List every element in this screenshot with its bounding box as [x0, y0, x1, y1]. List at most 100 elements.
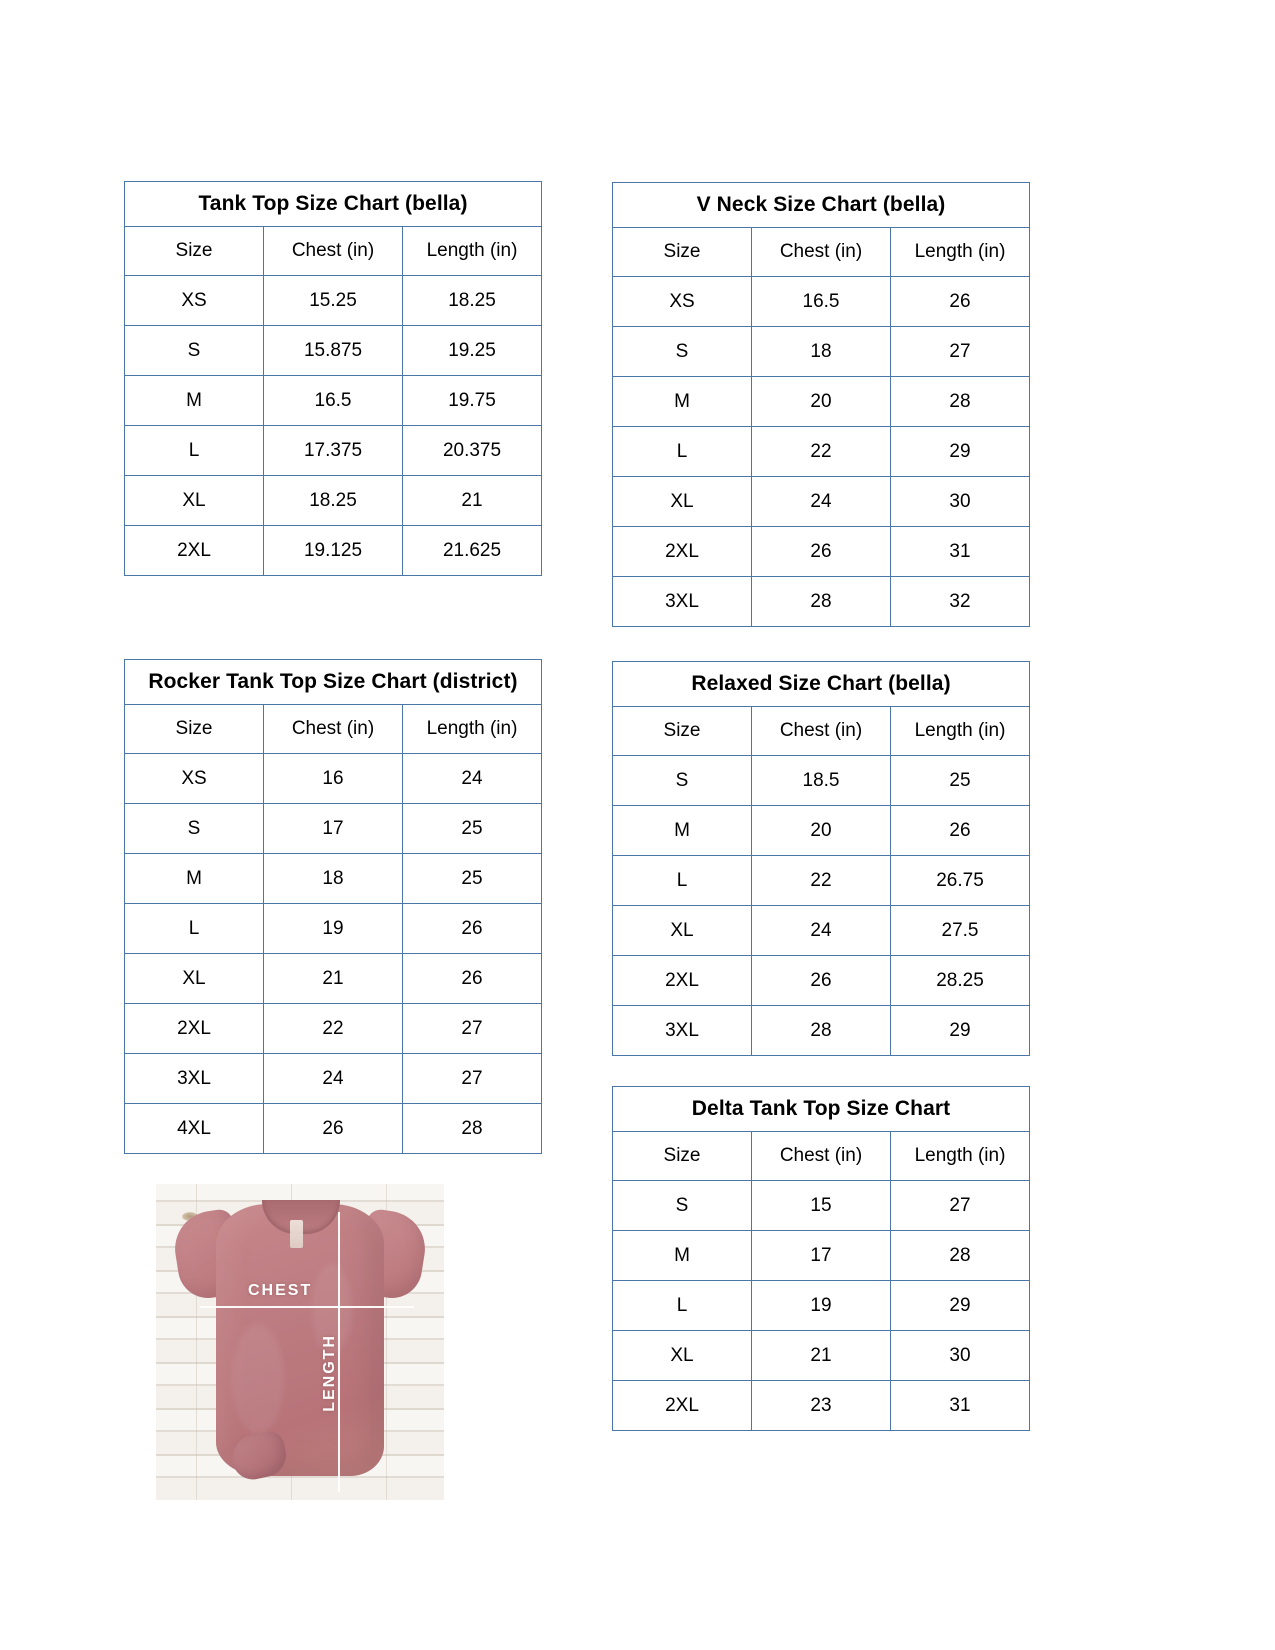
- cell-length: 32: [890, 576, 1030, 627]
- table-title-row: Rocker Tank Top Size Chart (district): [124, 659, 542, 705]
- cell-size: XL: [612, 905, 752, 956]
- cell-chest: 22: [751, 855, 891, 906]
- cell-size: S: [612, 326, 752, 377]
- table-row: L 22 29: [612, 426, 1030, 477]
- cell-chest: 16.5: [751, 276, 891, 327]
- cell-chest: 16.5: [263, 375, 403, 426]
- column-header-length: Length (in): [402, 226, 542, 276]
- table-title-row: Delta Tank Top Size Chart: [612, 1086, 1030, 1132]
- cell-size: 4XL: [124, 1103, 264, 1154]
- table-row: XL 21 30: [612, 1330, 1030, 1381]
- column-header-chest: Chest (in): [263, 226, 403, 276]
- table-row: S 15 27: [612, 1180, 1030, 1231]
- cell-length: 26.75: [890, 855, 1030, 906]
- cell-chest: 16: [263, 753, 403, 804]
- column-header-chest: Chest (in): [751, 706, 891, 756]
- cell-size: M: [124, 375, 264, 426]
- cell-chest: 15.25: [263, 275, 403, 326]
- cell-size: XL: [124, 953, 264, 1004]
- column-header-size: Size: [612, 1131, 752, 1181]
- cell-length: 31: [890, 526, 1030, 577]
- table-row: M 18 25: [124, 853, 542, 904]
- tshirt-graphic: [169, 1198, 431, 1494]
- table-row: M 20 28: [612, 376, 1030, 427]
- table-title: Tank Top Size Chart (bella): [124, 181, 542, 227]
- column-header-chest: Chest (in): [263, 704, 403, 754]
- table-row: S 17 25: [124, 803, 542, 854]
- cell-length: 25: [402, 803, 542, 854]
- cell-chest: 18: [263, 853, 403, 904]
- cell-size: XS: [612, 276, 752, 327]
- table-row: M 17 28: [612, 1230, 1030, 1281]
- cell-length: 28: [890, 376, 1030, 427]
- table-row: XL 18.25 21: [124, 475, 542, 526]
- length-measurement-line: [338, 1212, 340, 1492]
- cell-chest: 15.875: [263, 325, 403, 376]
- cell-size: 2XL: [124, 1003, 264, 1054]
- cell-length: 25: [402, 853, 542, 904]
- table-row: 3XL 28 32: [612, 576, 1030, 627]
- cell-size: M: [612, 805, 752, 856]
- table-row: XS 15.25 18.25: [124, 275, 542, 326]
- cell-chest: 21: [263, 953, 403, 1004]
- cell-length: 27: [402, 1003, 542, 1054]
- table-row: 2XL 22 27: [124, 1003, 542, 1054]
- cell-size: 3XL: [612, 576, 752, 627]
- cell-length: 27.5: [890, 905, 1030, 956]
- table-row: M 16.5 19.75: [124, 375, 542, 426]
- table-row: L 22 26.75: [612, 855, 1030, 906]
- table-row: L 17.375 20.375: [124, 425, 542, 476]
- cell-length: 21: [402, 475, 542, 526]
- table-header-row: Size Chest (in) Length (in): [124, 226, 542, 276]
- table-row: 2XL 23 31: [612, 1380, 1030, 1431]
- cell-chest: 26: [263, 1103, 403, 1154]
- size-chart-table-tanktop: Tank Top Size Chart (bella) Size Chest (…: [124, 181, 542, 576]
- table-row: XS 16 24: [124, 753, 542, 804]
- table-row: 2XL 19.125 21.625: [124, 525, 542, 576]
- table-row: 3XL 24 27: [124, 1053, 542, 1104]
- column-header-length: Length (in): [402, 704, 542, 754]
- cell-chest: 19.125: [263, 525, 403, 576]
- cell-length: 26: [402, 903, 542, 954]
- size-chart-table-relaxed: Relaxed Size Chart (bella) Size Chest (i…: [612, 661, 1030, 1056]
- cell-chest: 28: [751, 576, 891, 627]
- cell-chest: 17: [263, 803, 403, 854]
- table-row: L 19 26: [124, 903, 542, 954]
- chest-measurement-line: [200, 1306, 414, 1308]
- cell-length: 25: [890, 755, 1030, 806]
- cell-chest: 26: [751, 526, 891, 577]
- size-chart-table-rocker: Rocker Tank Top Size Chart (district) Si…: [124, 659, 542, 1154]
- size-chart-table-delta: Delta Tank Top Size Chart Size Chest (in…: [612, 1086, 1030, 1431]
- cell-length: 27: [890, 326, 1030, 377]
- cell-size: M: [612, 1230, 752, 1281]
- cell-chest: 24: [751, 476, 891, 527]
- cell-chest: 17: [751, 1230, 891, 1281]
- cell-chest: 18.5: [751, 755, 891, 806]
- cell-chest: 21: [751, 1330, 891, 1381]
- cell-length: 24: [402, 753, 542, 804]
- table-title: Delta Tank Top Size Chart: [612, 1086, 1030, 1132]
- table-title: Relaxed Size Chart (bella): [612, 661, 1030, 707]
- table-row: 2XL 26 31: [612, 526, 1030, 577]
- cell-size: XL: [612, 476, 752, 527]
- cell-size: S: [612, 1180, 752, 1231]
- size-chart-table-vneck: V Neck Size Chart (bella) Size Chest (in…: [612, 182, 1030, 627]
- cell-size: XS: [124, 753, 264, 804]
- table-row: XL 21 26: [124, 953, 542, 1004]
- length-measurement-label: LENGTH: [321, 1334, 338, 1412]
- cell-size: S: [124, 325, 264, 376]
- cell-chest: 26: [751, 955, 891, 1006]
- cell-chest: 15: [751, 1180, 891, 1231]
- cell-size: 2XL: [124, 525, 264, 576]
- table-row: XL 24 27.5: [612, 905, 1030, 956]
- table-title-row: V Neck Size Chart (bella): [612, 182, 1030, 228]
- table-row: XL 24 30: [612, 476, 1030, 527]
- cell-size: 2XL: [612, 526, 752, 577]
- tshirt-measurement-photo: CHEST LENGTH: [156, 1184, 444, 1500]
- column-header-chest: Chest (in): [751, 227, 891, 277]
- cell-size: L: [124, 903, 264, 954]
- cell-chest: 20: [751, 376, 891, 427]
- table-row: 2XL 26 28.25: [612, 955, 1030, 1006]
- cell-chest: 17.375: [263, 425, 403, 476]
